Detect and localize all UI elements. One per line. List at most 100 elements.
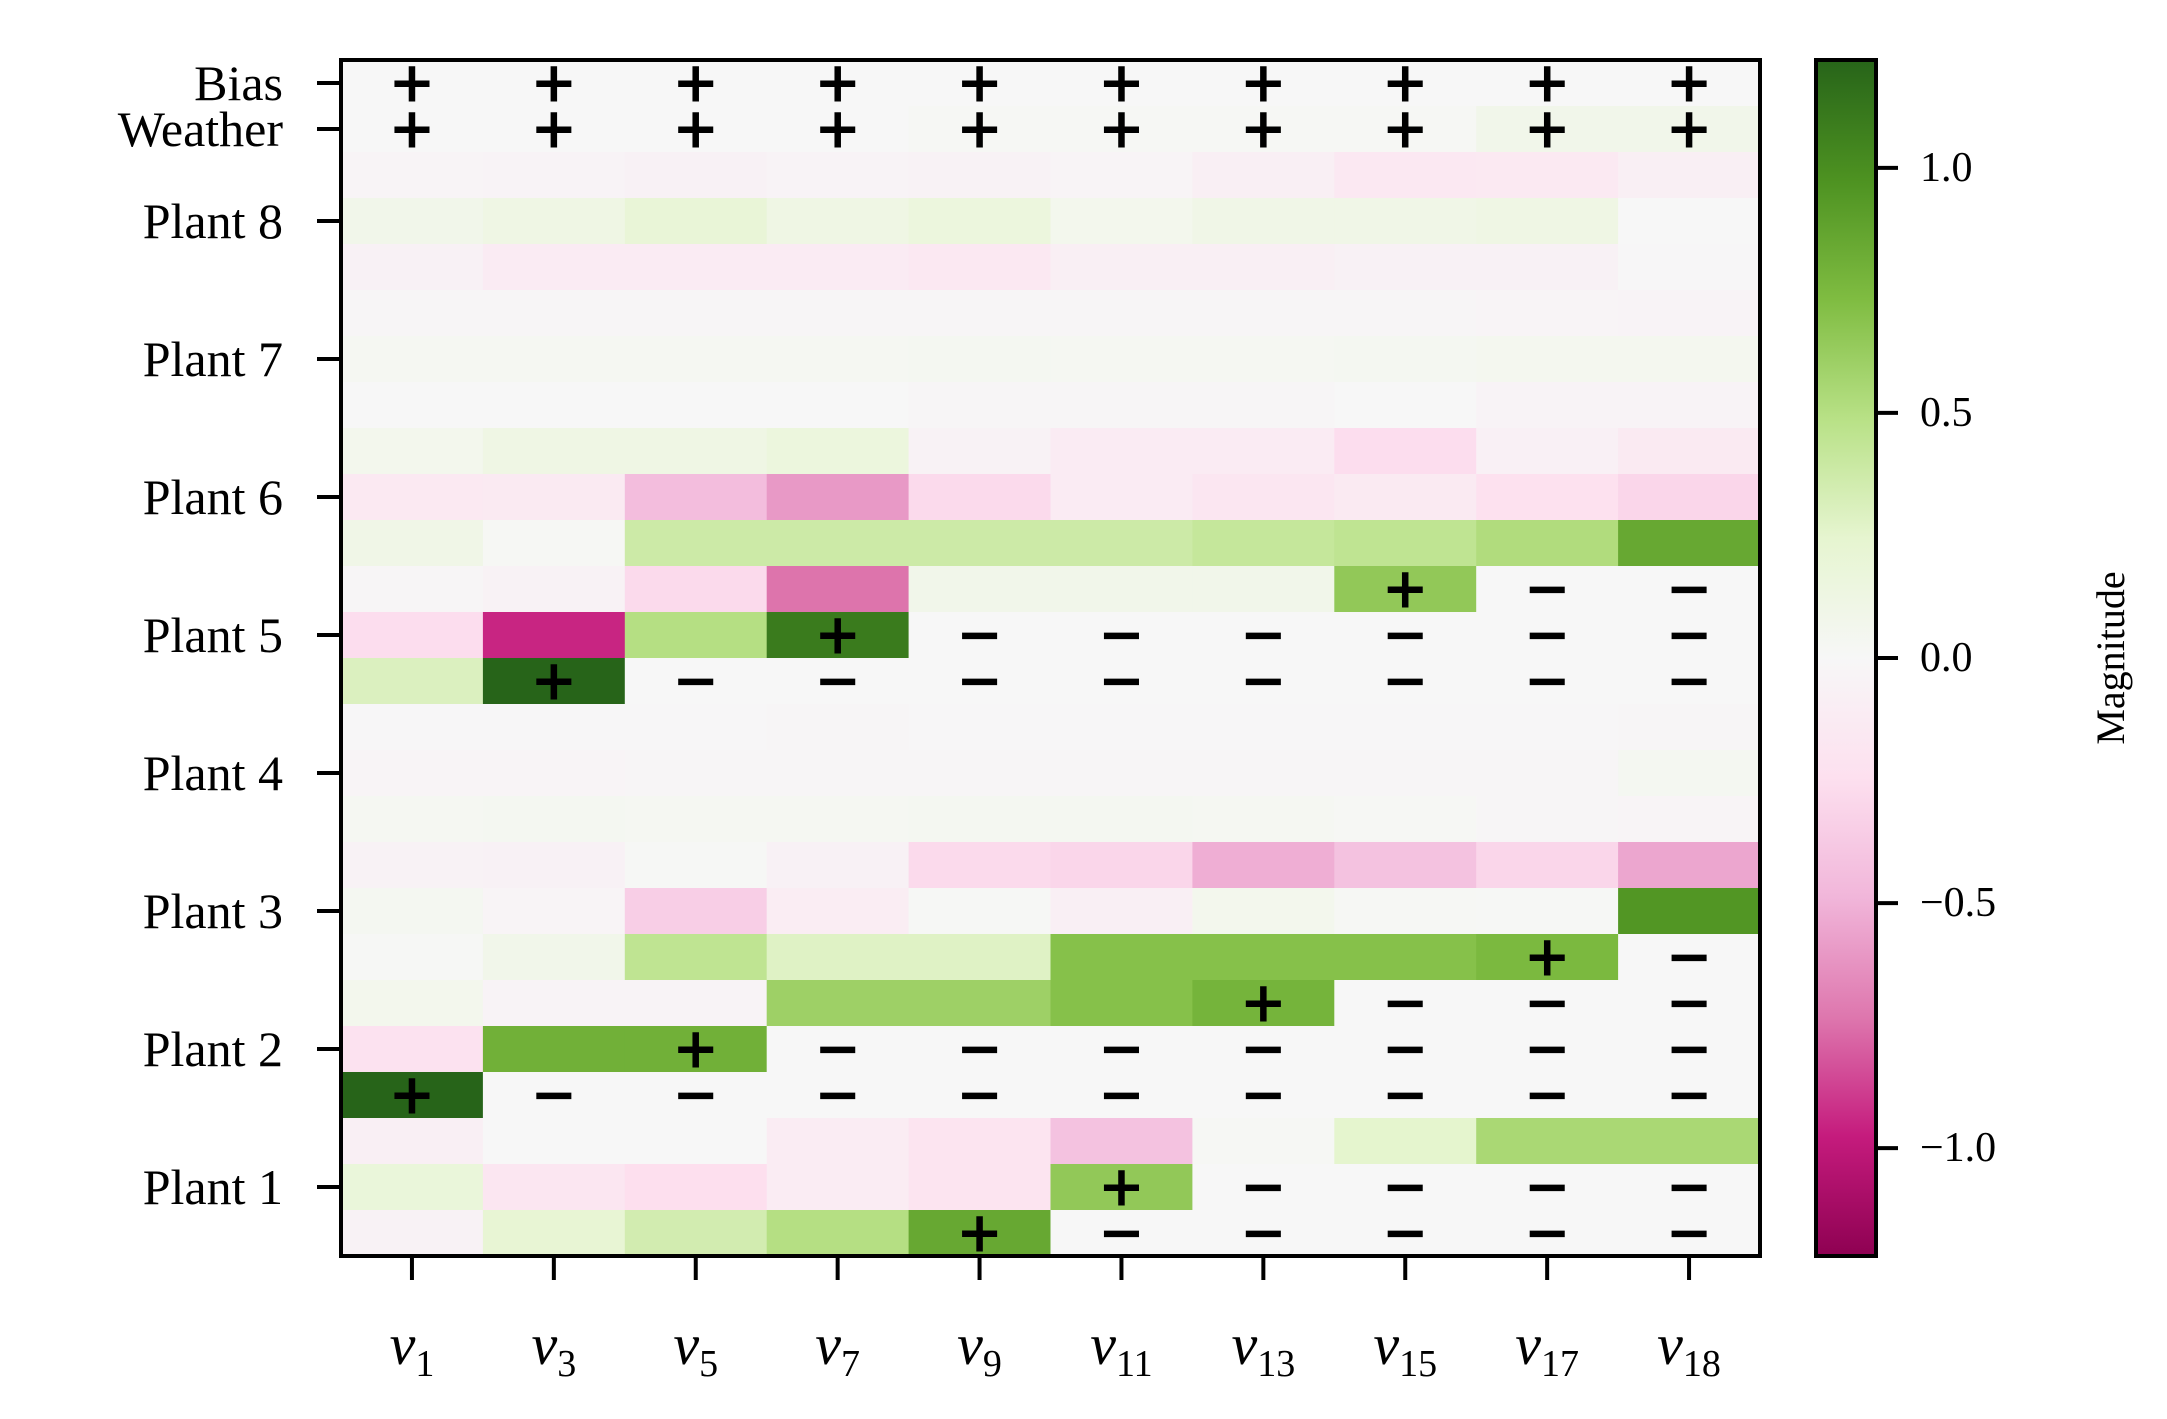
plus-mark: + — [1382, 557, 1429, 622]
heatmap-cell — [1334, 1164, 1477, 1211]
heatmap-cell — [1050, 244, 1193, 291]
heatmap-cell — [1476, 1164, 1619, 1211]
heatmap-cell — [1334, 60, 1477, 107]
heatmap-cell — [1192, 704, 1335, 751]
colorbar-label: Magnitude — [2088, 571, 2133, 744]
plus-mark: + — [1240, 97, 1287, 162]
heatmap-cell — [908, 842, 1052, 889]
heatmap-cell — [624, 704, 768, 751]
minus-mark: − — [1382, 649, 1429, 714]
heatmap-cell — [1192, 336, 1335, 383]
heatmap-cell — [1618, 152, 1761, 199]
y-tick-label: Plant 3 — [143, 883, 283, 939]
heatmap-cell — [341, 428, 484, 475]
heatmap-cell — [1476, 382, 1619, 429]
heatmap-cell — [1192, 60, 1335, 107]
heatmap-cell — [1618, 1164, 1761, 1211]
heatmap-cell — [1618, 428, 1761, 475]
minus-mark: − — [1240, 649, 1287, 714]
heatmap-cell — [1618, 658, 1761, 705]
heatmap-cell — [1618, 750, 1761, 797]
heatmap-cell — [1334, 1026, 1477, 1073]
heatmap-cell — [624, 1072, 768, 1119]
heatmap-cell — [1476, 612, 1619, 659]
heatmap-cell — [1618, 566, 1761, 613]
heatmap-cell — [1192, 244, 1335, 291]
minus-mark: − — [956, 603, 1003, 668]
heatmap-cell — [1334, 474, 1477, 521]
plus-mark: + — [1240, 971, 1287, 1036]
heatmap-cell — [766, 934, 910, 981]
heatmap-cell — [1334, 934, 1477, 981]
heatmap-cell — [766, 1118, 910, 1165]
heatmap-cell — [766, 474, 910, 521]
colorbar-tick-label: −1.0 — [1920, 1125, 1996, 1171]
heatmap-cell — [482, 382, 626, 429]
heatmap-cell — [624, 106, 768, 153]
heatmap-cell — [341, 244, 484, 291]
heatmap-cell — [1050, 336, 1193, 383]
heatmap-cell — [1050, 474, 1193, 521]
heatmap-cell — [1618, 704, 1761, 751]
colorbar-tick-label: −0.5 — [1920, 880, 1996, 926]
heatmap-cell — [1334, 198, 1477, 245]
minus-mark: − — [530, 1063, 577, 1128]
heatmap-cell — [1050, 106, 1193, 153]
heatmap-cell — [1192, 750, 1335, 797]
heatmap-cell — [482, 1026, 626, 1073]
heatmap-cell — [766, 336, 910, 383]
x-axis: v1 v3 v5 v7 v9 v11 v13 v15 v17 v18 — [390, 1256, 1721, 1385]
heatmap-cell — [1192, 428, 1335, 475]
plus-mark: + — [672, 1017, 719, 1082]
heatmap-cell — [1618, 1026, 1761, 1073]
heatmap-cell — [1334, 520, 1477, 567]
heatmap-cell — [766, 198, 910, 245]
colorbar-gradient — [1814, 58, 1878, 1258]
plus-mark: + — [530, 97, 577, 162]
heatmap-cell — [1334, 842, 1477, 889]
heatmap-cell — [1334, 566, 1477, 613]
heatmap-cell — [1334, 980, 1477, 1027]
heatmap-cell — [624, 1210, 768, 1257]
heatmap-cell — [482, 888, 626, 935]
heatmap-cell — [908, 1164, 1052, 1211]
heatmap-cell — [1476, 980, 1619, 1027]
heatmap-cell — [1192, 474, 1335, 521]
heatmap-cell — [1618, 612, 1761, 659]
heatmap-cell — [1618, 336, 1761, 383]
heatmap-cell — [341, 382, 484, 429]
y-tick-label: Plant 2 — [143, 1021, 283, 1077]
heatmap-cell — [341, 1118, 484, 1165]
heatmap-cell — [908, 336, 1052, 383]
x-tick-label: v3 — [531, 1312, 576, 1385]
heatmap-cell — [482, 704, 626, 751]
heatmap-cell — [482, 336, 626, 383]
heatmap-cell — [1476, 520, 1619, 567]
heatmap-cell — [908, 1026, 1052, 1073]
x-tick-label: v15 — [1373, 1312, 1437, 1385]
plot-frame — [339, 58, 1762, 1258]
heatmap-cell — [624, 382, 768, 429]
heatmap-cell — [1618, 382, 1761, 429]
heatmap-cell — [341, 750, 484, 797]
heatmap-cell — [482, 658, 626, 705]
plus-mark: + — [388, 97, 435, 162]
heatmap-cell — [908, 934, 1052, 981]
y-tick-label: Plant 1 — [143, 1159, 283, 1215]
heatmap-cell — [766, 290, 910, 337]
heatmap-cell — [908, 474, 1052, 521]
heatmap-cell — [341, 290, 484, 337]
heatmap-cell — [1192, 1164, 1335, 1211]
heatmap-cell — [1476, 1210, 1619, 1257]
heatmap-cell — [766, 1210, 910, 1257]
heatmap-cell — [1050, 1164, 1193, 1211]
minus-mark: − — [1524, 971, 1571, 1036]
heatmap-cell — [624, 612, 768, 659]
colorbar-ticks: 1.0 0.5 0.0 −0.5 −1.0 — [1876, 145, 1996, 1171]
heatmap-cell — [1618, 1072, 1761, 1119]
heatmap-cell — [482, 1164, 626, 1211]
heatmap-cell — [1050, 382, 1193, 429]
heatmap-cell — [1192, 842, 1335, 889]
heatmap-cell — [624, 60, 768, 107]
